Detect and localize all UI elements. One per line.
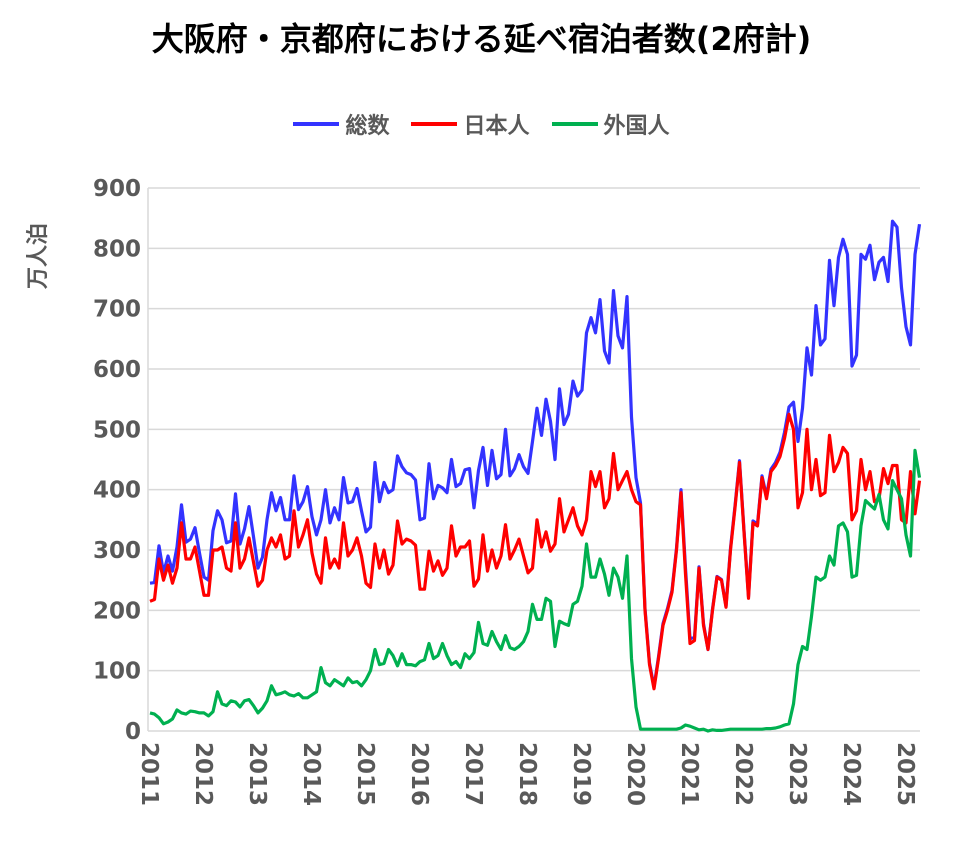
y-tick-label: 600 bbox=[93, 357, 141, 383]
x-tick-label: 2023 bbox=[784, 742, 810, 806]
x-tick-label: 2024 bbox=[838, 742, 864, 806]
legend-swatch-total bbox=[293, 122, 340, 126]
y-tick-label: 700 bbox=[93, 297, 141, 323]
y-tick-label: 900 bbox=[93, 176, 141, 202]
y-tick-label: 100 bbox=[93, 659, 141, 685]
x-tick-label: 2012 bbox=[190, 742, 216, 806]
series-line-total bbox=[149, 219, 922, 689]
x-tick-label: 2020 bbox=[622, 742, 648, 806]
series-line-foreign bbox=[149, 448, 922, 733]
legend-item-foreign: 外国人 bbox=[551, 108, 670, 140]
x-tick-label: 2018 bbox=[514, 742, 540, 806]
legend: 総数 日本人 外国人 bbox=[0, 108, 963, 140]
x-tick-label: 2015 bbox=[352, 742, 378, 806]
x-tick-label: 2021 bbox=[676, 742, 702, 806]
x-tick-label: 2025 bbox=[892, 742, 918, 806]
x-tick-label: 2013 bbox=[244, 742, 270, 806]
x-tick-label: 2019 bbox=[568, 742, 594, 806]
x-tick-label: 2022 bbox=[730, 742, 756, 806]
legend-item-total: 総数 bbox=[293, 108, 389, 140]
legend-label-total: 総数 bbox=[345, 114, 390, 139]
y-tick-label: 400 bbox=[93, 478, 141, 504]
y-tick-label: 200 bbox=[93, 598, 141, 624]
y-tick-label: 500 bbox=[93, 417, 141, 443]
chart-title: 大阪府・京都府における延べ宿泊者数(2府計) bbox=[151, 20, 812, 58]
x-tick-label: 2011 bbox=[136, 742, 162, 806]
legend-item-japanese: 日本人 bbox=[411, 108, 530, 140]
y-tick-label: 300 bbox=[93, 538, 141, 564]
x-tick-label: 2016 bbox=[406, 742, 432, 806]
legend-swatch-foreign bbox=[551, 122, 598, 126]
legend-label-foreign: 外国人 bbox=[603, 114, 670, 139]
y-tick-label: 800 bbox=[93, 236, 141, 262]
x-tick-label: 2017 bbox=[460, 742, 486, 806]
series-line-japanese bbox=[149, 412, 922, 691]
x-tick-label: 2014 bbox=[298, 742, 324, 806]
y-tick-label: 0 bbox=[125, 719, 141, 745]
legend-label-japanese: 日本人 bbox=[463, 114, 530, 139]
legend-swatch-japanese bbox=[411, 122, 458, 126]
